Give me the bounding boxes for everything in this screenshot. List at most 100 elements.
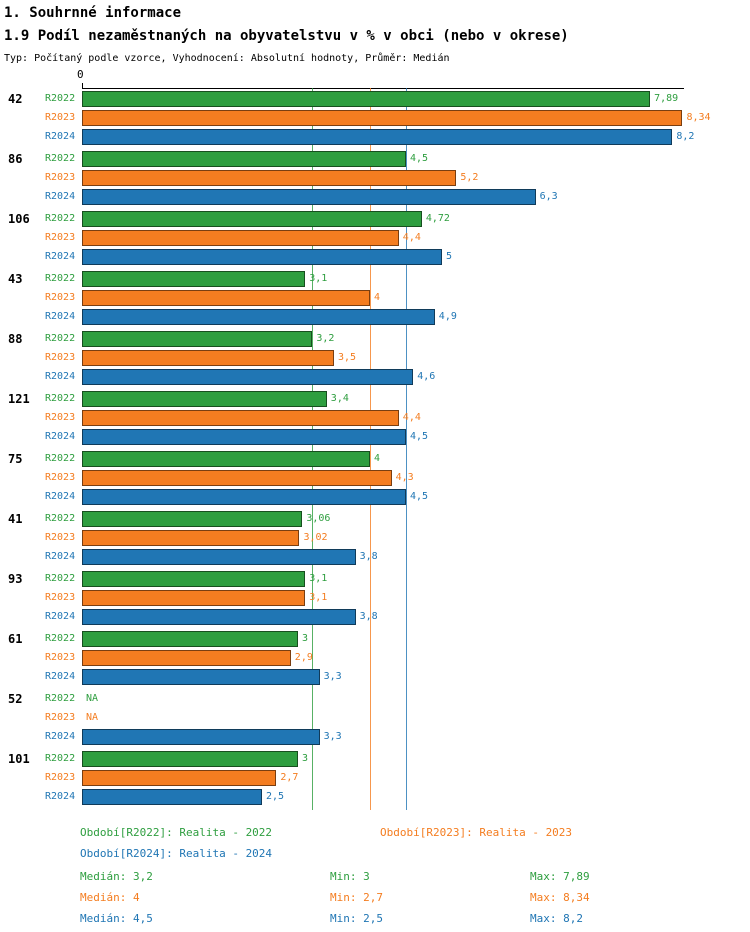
series-row-label: R2024 <box>45 191 76 202</box>
bar-value-label: 2,7 <box>280 772 299 783</box>
bar-row: R2022 3,1 <box>0 270 750 289</box>
stat-min-2023: Min: 2,7 <box>330 891 383 904</box>
bar-row: R2022 3,1 <box>0 570 750 589</box>
bar-value-label: 3,3 <box>323 731 342 742</box>
bar-R2022 <box>82 571 306 587</box>
legend-entry-2024: Období[R2024]: Realita - 2024 <box>80 847 273 860</box>
series-row-label: R2022 <box>45 753 76 764</box>
bar-group-88: 88 R2022 3,2 R2023 3,5 R2024 4,6 <box>0 330 750 390</box>
bar-group-86: 86 R2022 4,5 R2023 5,2 R2024 6,3 <box>0 150 750 210</box>
bar-value-label: 2,9 <box>294 652 313 663</box>
bar-value-label: 3,1 <box>309 592 328 603</box>
series-row-label: R2024 <box>45 671 76 682</box>
bar-value-label: 4,5 <box>410 431 429 442</box>
bar-row: R2023 3,02 <box>0 529 750 548</box>
bar-R2024 <box>82 249 442 265</box>
group-label: 101 <box>8 752 30 766</box>
bar-value-label: 3,2 <box>316 333 335 344</box>
bar-row: R2024 4,5 <box>0 428 750 447</box>
bar-row: R2023 2,9 <box>0 649 750 668</box>
bar-group-42: 42 R2022 7,89 R2023 8,34 R2024 8,2 <box>0 90 750 150</box>
bar-row: R2024 3,8 <box>0 608 750 627</box>
bar-value-label: 3 <box>302 753 309 764</box>
bar-value-label: 4,3 <box>395 472 414 483</box>
bar-R2022 <box>82 151 406 167</box>
group-label: 93 <box>8 572 23 586</box>
bar-R2022 <box>82 751 298 767</box>
chart-footer: Období[R2022]: Realita - 2022 Období[R20… <box>0 826 750 932</box>
bar-row: R2023 3,1 <box>0 589 750 608</box>
bar-value-label: 8,34 <box>686 112 711 123</box>
legend-entry-2023: Období[R2023]: Realita - 2023 <box>380 826 573 839</box>
group-label: 106 <box>8 212 30 226</box>
x-axis-line <box>82 88 684 89</box>
bar-value-label: 3,5 <box>338 352 357 363</box>
bar-R2024 <box>82 309 435 325</box>
bar-R2022 <box>82 451 370 467</box>
stat-max-2024: Max: 8,2 <box>530 912 583 925</box>
bar-row: R2024 3,8 <box>0 548 750 567</box>
series-row-label: R2024 <box>45 551 76 562</box>
series-row-label: R2023 <box>45 772 76 783</box>
series-row-label: R2023 <box>45 652 76 663</box>
bar-R2024 <box>82 129 673 145</box>
bar-row: R2022 3,4 <box>0 390 750 409</box>
bar-value-label: 5,2 <box>460 172 479 183</box>
bar-R2022 <box>82 631 298 647</box>
bar-value-label: NA <box>86 693 99 704</box>
bar-R2023 <box>82 410 399 426</box>
bar-value-label: 4,72 <box>425 213 450 224</box>
x-axis-tick <box>82 83 83 88</box>
bar-value-label: 3,8 <box>359 611 378 622</box>
bar-row: R2022 3 <box>0 630 750 649</box>
bar-row: R2024 3,3 <box>0 668 750 687</box>
bar-R2023 <box>82 770 277 786</box>
bar-row: R2023 2,7 <box>0 769 750 788</box>
series-row-label: R2023 <box>45 592 76 603</box>
bar-row: R2022 4,5 <box>0 150 750 169</box>
series-row-label: R2023 <box>45 232 76 243</box>
bar-row: R2024 3,3 <box>0 728 750 747</box>
series-row-label: R2024 <box>45 611 76 622</box>
bar-value-label: 6,3 <box>539 191 558 202</box>
bar-R2024 <box>82 189 536 205</box>
group-label: 61 <box>8 632 23 646</box>
bar-group-106: 106 R2022 4,72 R2023 4,4 R2024 5 <box>0 210 750 270</box>
bar-value-label: 3,1 <box>309 273 328 284</box>
group-label: 52 <box>8 692 23 706</box>
bar-value-label: 4,5 <box>410 153 429 164</box>
stat-median-2024: Medián: 4,5 <box>80 912 153 925</box>
series-row-label: R2022 <box>45 573 76 584</box>
stat-min-2024: Min: 2,5 <box>330 912 383 925</box>
bar-value-label: 3,3 <box>323 671 342 682</box>
bar-R2023 <box>82 290 370 306</box>
bar-R2024 <box>82 609 356 625</box>
series-row-label: R2023 <box>45 712 76 723</box>
bar-row: R2023 4,3 <box>0 469 750 488</box>
bar-value-label: 3,8 <box>359 551 378 562</box>
median-line-R2022 <box>312 88 314 810</box>
series-row-label: R2023 <box>45 352 76 363</box>
series-row-label: R2024 <box>45 491 76 502</box>
bar-R2022 <box>82 271 306 287</box>
series-row-label: R2022 <box>45 693 76 704</box>
series-row-label: R2022 <box>45 393 76 404</box>
bar-group-61: 61 R2022 3 R2023 2,9 R2024 3,3 <box>0 630 750 690</box>
series-row-label: R2022 <box>45 333 76 344</box>
series-row-label: R2024 <box>45 731 76 742</box>
series-row-label: R2023 <box>45 292 76 303</box>
bar-value-label: 4,4 <box>402 232 421 243</box>
bar-row: R2022 3,2 <box>0 330 750 349</box>
plot-area: 42 R2022 7,89 R2023 8,34 R2024 8,2 86 R2022 4,5 R2… <box>0 88 750 812</box>
bar-R2024 <box>82 369 414 385</box>
bar-R2023 <box>82 650 291 666</box>
legend-entry-2022: Období[R2022]: Realita - 2022 <box>80 826 273 839</box>
section-title: 1. Souhrnné informace <box>4 5 182 21</box>
bar-value-label: 4,9 <box>438 311 457 322</box>
bar-value-label: 4,4 <box>402 412 421 423</box>
group-label: 121 <box>8 392 30 406</box>
bar-value-label: 2,5 <box>266 791 285 802</box>
bar-row: R2023 8,34 <box>0 109 750 128</box>
series-row-label: R2022 <box>45 453 76 464</box>
bar-R2023 <box>82 170 457 186</box>
